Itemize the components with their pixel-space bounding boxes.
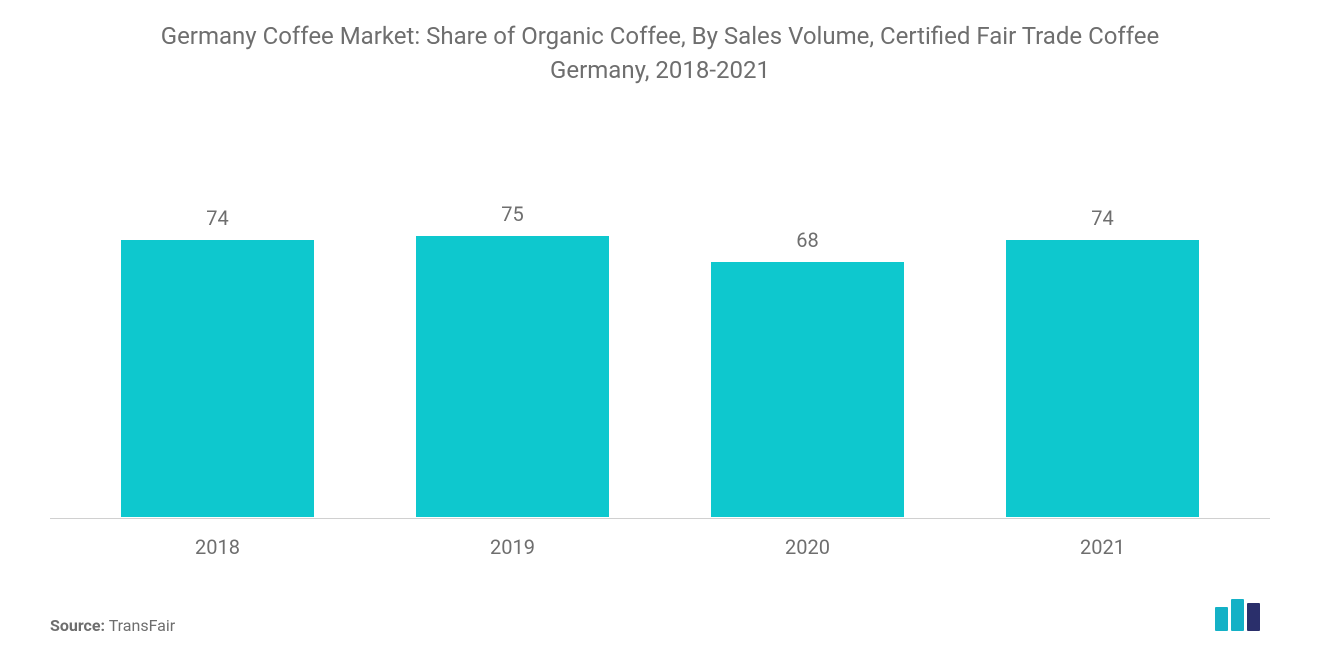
bar-group-2018: 74: [88, 206, 348, 518]
chart-footer: Source: TransFair: [50, 559, 1270, 635]
chart-container: Germany Coffee Market: Share of Organic …: [0, 0, 1320, 665]
source-text: Source: TransFair: [50, 616, 175, 635]
logo-bar-3: [1247, 603, 1260, 631]
bar-2021: [1006, 240, 1198, 518]
x-label-2020: 2020: [678, 529, 938, 559]
bar-value-label: 74: [1091, 206, 1113, 230]
bar-2019: [416, 236, 608, 517]
x-label-2018: 2018: [88, 529, 348, 559]
x-label-2021: 2021: [973, 529, 1233, 559]
source-value: TransFair: [109, 616, 175, 635]
plot-area: 74 75 68 74: [50, 117, 1270, 518]
bar-value-label: 74: [206, 206, 228, 230]
bar-value-label: 75: [501, 202, 523, 226]
x-axis: 2018 2019 2020 2021: [50, 518, 1270, 559]
chart-title: Germany Coffee Market: Share of Organic …: [50, 20, 1270, 117]
brand-logo-icon: [1215, 599, 1270, 635]
logo-bar-2: [1231, 599, 1244, 631]
bar-group-2020: 68: [678, 228, 938, 517]
bar-2018: [121, 240, 313, 518]
bar-group-2021: 74: [973, 206, 1233, 518]
source-label: Source:: [50, 616, 105, 635]
x-label-2019: 2019: [383, 529, 643, 559]
bar-group-2019: 75: [383, 202, 643, 517]
bar-value-label: 68: [796, 228, 818, 252]
logo-bar-1: [1215, 607, 1228, 631]
bar-2020: [711, 262, 903, 517]
